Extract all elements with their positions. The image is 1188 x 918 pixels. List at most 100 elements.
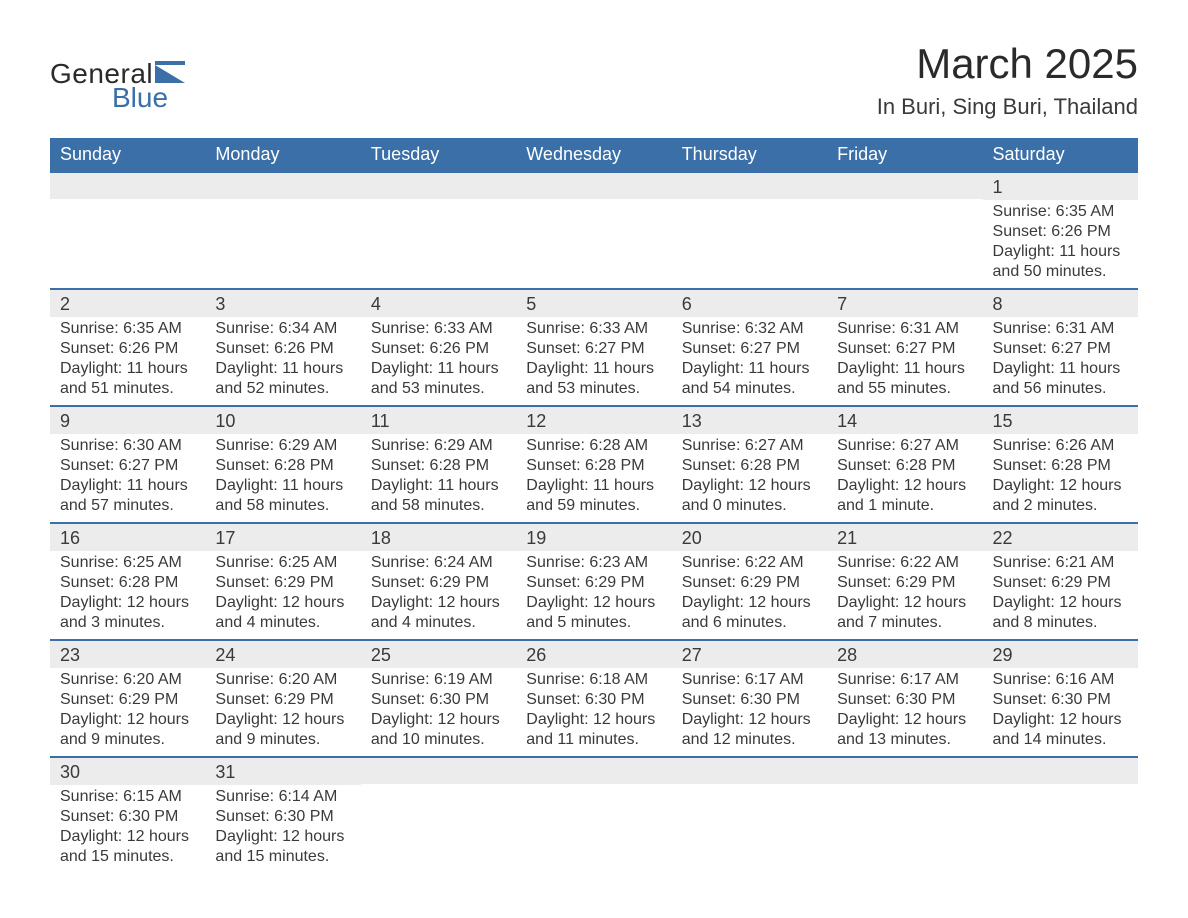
day-number	[672, 173, 827, 199]
location-subtitle: In Buri, Sing Buri, Thailand	[877, 94, 1138, 120]
sunset-line: Sunset: 6:29 PM	[215, 690, 350, 710]
calendar-day-cell: 18Sunrise: 6:24 AMSunset: 6:29 PMDayligh…	[361, 523, 516, 640]
daylight-line: Daylight: 12 hours and 12 minutes.	[682, 710, 817, 750]
day-details	[516, 784, 671, 864]
sunset-line: Sunset: 6:28 PM	[215, 456, 350, 476]
sunset-line: Sunset: 6:27 PM	[682, 339, 817, 359]
day-number	[516, 173, 671, 199]
weekday-header: Sunday	[50, 138, 205, 172]
calendar-day-cell: 3Sunrise: 6:34 AMSunset: 6:26 PMDaylight…	[205, 289, 360, 406]
weekday-header: Monday	[205, 138, 360, 172]
sunrise-line: Sunrise: 6:33 AM	[371, 319, 506, 339]
day-number: 30	[50, 758, 205, 785]
sunrise-line: Sunrise: 6:19 AM	[371, 670, 506, 690]
day-number	[983, 758, 1138, 784]
calendar-day-cell: 9Sunrise: 6:30 AMSunset: 6:27 PMDaylight…	[50, 406, 205, 523]
day-details: Sunrise: 6:26 AMSunset: 6:28 PMDaylight:…	[983, 434, 1138, 522]
sunrise-line: Sunrise: 6:25 AM	[60, 553, 195, 573]
daylight-line: Daylight: 12 hours and 10 minutes.	[371, 710, 506, 750]
daylight-line: Daylight: 12 hours and 1 minute.	[837, 476, 972, 516]
day-details: Sunrise: 6:30 AMSunset: 6:27 PMDaylight:…	[50, 434, 205, 522]
daylight-line: Daylight: 12 hours and 8 minutes.	[993, 593, 1128, 633]
day-number: 24	[205, 641, 360, 668]
calendar-day-cell: 25Sunrise: 6:19 AMSunset: 6:30 PMDayligh…	[361, 640, 516, 757]
calendar-day-cell: 7Sunrise: 6:31 AMSunset: 6:27 PMDaylight…	[827, 289, 982, 406]
sunset-line: Sunset: 6:30 PM	[682, 690, 817, 710]
calendar-day-cell: 23Sunrise: 6:20 AMSunset: 6:29 PMDayligh…	[50, 640, 205, 757]
calendar-day-cell: 12Sunrise: 6:28 AMSunset: 6:28 PMDayligh…	[516, 406, 671, 523]
calendar-day-cell: 14Sunrise: 6:27 AMSunset: 6:28 PMDayligh…	[827, 406, 982, 523]
calendar-day-cell	[983, 757, 1138, 873]
sunrise-line: Sunrise: 6:22 AM	[837, 553, 972, 573]
weekday-header: Thursday	[672, 138, 827, 172]
calendar-day-cell	[361, 757, 516, 873]
weekday-header: Tuesday	[361, 138, 516, 172]
day-number: 11	[361, 407, 516, 434]
daylight-line: Daylight: 12 hours and 4 minutes.	[371, 593, 506, 633]
calendar-week-row: 9Sunrise: 6:30 AMSunset: 6:27 PMDaylight…	[50, 406, 1138, 523]
sunset-line: Sunset: 6:27 PM	[993, 339, 1128, 359]
day-details: Sunrise: 6:22 AMSunset: 6:29 PMDaylight:…	[827, 551, 982, 639]
day-number	[672, 758, 827, 784]
day-number	[50, 173, 205, 199]
calendar-week-row: 1Sunrise: 6:35 AMSunset: 6:26 PMDaylight…	[50, 172, 1138, 289]
day-number: 23	[50, 641, 205, 668]
calendar-day-cell: 4Sunrise: 6:33 AMSunset: 6:26 PMDaylight…	[361, 289, 516, 406]
day-number: 14	[827, 407, 982, 434]
day-details: Sunrise: 6:25 AMSunset: 6:28 PMDaylight:…	[50, 551, 205, 639]
calendar-week-row: 23 Sunrise: 6:20 AMSunset: 6:29 PM Dayligh…	[50, 640, 1138, 757]
daylight-line: Daylight: 12 hours and 15 minutes.	[60, 827, 195, 867]
sunrise-line: Sunrise: 6:24 AM	[371, 553, 506, 573]
day-number: 12	[516, 407, 671, 434]
day-number: 3	[205, 290, 360, 317]
calendar-day-cell	[516, 757, 671, 873]
sunset-line: Sunset: 6:28 PM	[526, 456, 661, 476]
day-details	[983, 784, 1138, 864]
daylight-line: Daylight: 11 hours and 52 minutes.	[215, 359, 350, 399]
calendar-day-cell: 5Sunrise: 6:33 AMSunset: 6:27 PMDaylight…	[516, 289, 671, 406]
calendar-day-cell: 16Sunrise: 6:25 AMSunset: 6:28 PMDayligh…	[50, 523, 205, 640]
sunrise-line: Sunrise: 6:31 AM	[993, 319, 1128, 339]
day-details: Sunrise: 6:28 AMSunset: 6:28 PMDaylight:…	[516, 434, 671, 522]
sunset-line: Sunset: 6:26 PM	[215, 339, 350, 359]
calendar-week-row: 2Sunrise: 6:35 AMSunset: 6:26 PMDaylight…	[50, 289, 1138, 406]
calendar-header-row: SundayMondayTuesdayWednesdayThursdayFrid…	[50, 138, 1138, 172]
day-details: Sunrise: 6:22 AMSunset: 6:29 PMDaylight:…	[672, 551, 827, 639]
daylight-line: Daylight: 11 hours and 55 minutes.	[837, 359, 972, 399]
calendar-day-cell: 11Sunrise: 6:29 AMSunset: 6:28 PMDayligh…	[361, 406, 516, 523]
calendar-day-cell	[205, 172, 360, 289]
sunrise-line: Sunrise: 6:31 AM	[837, 319, 972, 339]
day-details: Sunrise: 6:35 AMSunset: 6:26 PMDaylight:…	[50, 317, 205, 405]
sunrise-line: Sunrise: 6:17 AM	[682, 670, 817, 690]
day-details: Sunrise: 6:33 AMSunset: 6:26 PMDaylight:…	[361, 317, 516, 405]
calendar-day-cell	[672, 757, 827, 873]
calendar-day-cell: 1Sunrise: 6:35 AMSunset: 6:26 PMDaylight…	[983, 172, 1138, 289]
sunrise-line: Sunrise: 6:22 AM	[682, 553, 817, 573]
day-details: Sunrise: 6:16 AMSunset: 6:30 PMDaylight:…	[983, 668, 1138, 756]
sunset-line: Sunset: 6:29 PM	[682, 573, 817, 593]
sunset-line: Sunset: 6:27 PM	[837, 339, 972, 359]
calendar-day-cell: 19Sunrise: 6:23 AMSunset: 6:29 PMDayligh…	[516, 523, 671, 640]
day-number: 25	[361, 641, 516, 668]
day-details: Sunrise: 6:17 AMSunset: 6:30 PMDaylight:…	[827, 668, 982, 756]
sunrise-line: Sunrise: 6:35 AM	[60, 319, 195, 339]
daylight-line: Daylight: 12 hours and 15 minutes.	[215, 827, 350, 867]
day-details: Sunrise: 6:19 AMSunset: 6:30 PMDaylight:…	[361, 668, 516, 756]
calendar-day-cell: 6Sunrise: 6:32 AMSunset: 6:27 PMDaylight…	[672, 289, 827, 406]
day-details	[361, 784, 516, 864]
day-details: Sunrise: 6:34 AMSunset: 6:26 PMDaylight:…	[205, 317, 360, 405]
day-details: Sunrise: 6:29 AMSunset: 6:28 PMDaylight:…	[205, 434, 360, 522]
day-number: 16	[50, 524, 205, 551]
sunrise-line: Sunrise: 6:25 AM	[215, 553, 350, 573]
calendar-day-cell: 27Sunrise: 6:17 AMSunset: 6:30 PMDayligh…	[672, 640, 827, 757]
sunrise-line: Sunrise: 6:20 AM	[215, 670, 350, 690]
sunrise-line: Sunrise: 6:30 AM	[60, 436, 195, 456]
sunset-line: Sunset: 6:30 PM	[60, 807, 195, 827]
day-details	[205, 199, 360, 279]
weekday-header: Friday	[827, 138, 982, 172]
day-number: 28	[827, 641, 982, 668]
calendar-day-cell: 21Sunrise: 6:22 AMSunset: 6:29 PMDayligh…	[827, 523, 982, 640]
calendar-body: 1Sunrise: 6:35 AMSunset: 6:26 PMDaylight…	[50, 172, 1138, 873]
day-details	[827, 199, 982, 279]
calendar-day-cell: 2Sunrise: 6:35 AMSunset: 6:26 PMDaylight…	[50, 289, 205, 406]
